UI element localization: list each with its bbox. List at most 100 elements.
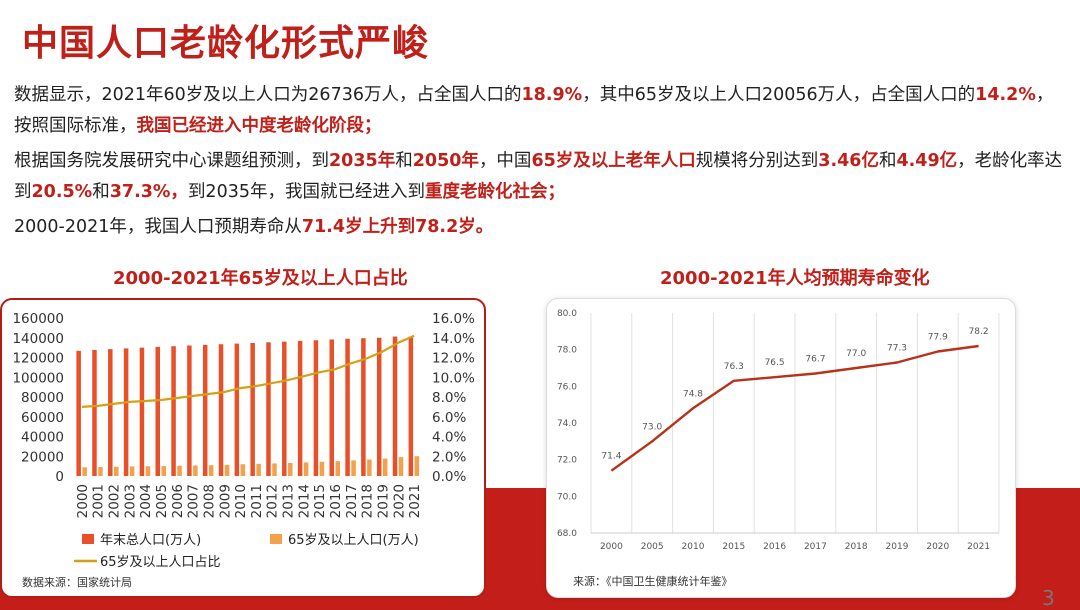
bar-65-plus-population (193, 465, 198, 476)
x-tick-label: 2000 (75, 484, 91, 518)
legend-label-ratio: 65岁及以上人口占比 (100, 555, 221, 570)
y-tick-label: 100000 (12, 370, 64, 386)
data-label: 77.3 (887, 344, 907, 354)
bar-65-plus-population (256, 463, 261, 476)
paragraph-projection: 根据国务院发展研究中心课题组预测，到2035年和2050年，中国65岁及以上老年… (14, 146, 1064, 208)
body-text: ，按照国际标准， (14, 85, 1054, 136)
x-tick-label: 2019 (886, 542, 909, 552)
x-tick-label: 2010 (682, 542, 705, 552)
body-text: 规模将分别达到 (695, 151, 819, 171)
bar-65-plus-population (240, 464, 246, 476)
y-tick-label: 80.0 (557, 309, 577, 319)
body-text: 和 (395, 151, 413, 171)
bar-total-population (282, 341, 287, 476)
left-chart-heading: 2000-2021年65岁及以上人口占比 (113, 268, 408, 289)
body-text: 到2035年，我国就已经进入到 (187, 182, 425, 202)
highlighted-text: 我国已经进入中度老龄化阶段； (136, 116, 382, 136)
data-label: 76.7 (805, 355, 825, 365)
body-text: 和 (92, 182, 110, 202)
x-tick-label: 2020 (391, 484, 407, 518)
body-text: ，其中65岁及以上人口20056万人，占全国人口的 (582, 85, 976, 105)
bar-65-plus-population (129, 466, 135, 476)
bar-total-population (408, 336, 414, 476)
x-tick-label: 2020 (926, 542, 949, 552)
y-tick-label: 40000 (21, 430, 64, 446)
x-tick-label: 2017 (344, 484, 360, 518)
bar-65-plus-population (382, 458, 388, 476)
x-tick-label: 2005 (641, 542, 664, 552)
x-tick-label: 2017 (804, 542, 827, 552)
bar-65-plus-population (367, 459, 372, 476)
wechat-icon: ◉ (780, 558, 798, 582)
x-tick-label: 2005 (154, 484, 170, 518)
bar-total-population (376, 337, 382, 476)
bar-65-plus-population (114, 466, 119, 476)
highlighted-text: 14.2% (975, 85, 1036, 105)
right-chart-source: 来源：《中国卫生健康统计年鉴》 (573, 575, 733, 588)
x-tick-label: 2009 (217, 484, 233, 518)
bar-65-plus-population (98, 467, 103, 476)
x-tick-label: 2019 (375, 484, 391, 518)
y-tick-label: 72.0 (557, 456, 577, 466)
highlighted-text: 2035年 (329, 151, 396, 171)
x-tick-label: 2000 (600, 542, 623, 552)
highlighted-text: 4.49亿 (896, 151, 958, 171)
x-tick-label: 2014 (296, 484, 312, 518)
y-tick-label: 80000 (21, 390, 64, 406)
x-tick-label: 2006 (170, 484, 186, 518)
bar-65-plus-population (145, 466, 151, 476)
y2-tick-label: 12.0% (432, 351, 475, 367)
bar-total-population (250, 342, 255, 476)
y-tick-label: 120000 (12, 351, 64, 367)
page-number: 3 (1042, 586, 1055, 610)
x-tick-label: 2013 (281, 484, 297, 518)
y2-tick-label: 4.0% (432, 430, 466, 446)
data-label: 76.3 (724, 362, 744, 372)
body-text: 和 (878, 151, 897, 171)
x-tick-label: 2010 (233, 484, 249, 518)
body-text: 根据国务院发展研究中心课题组预测，到 (14, 151, 329, 171)
bar-65-plus-population (161, 466, 166, 476)
y2-tick-label: 2.0% (432, 449, 466, 465)
bar-total-population (171, 346, 176, 476)
x-tick-label: 2002 (107, 484, 123, 518)
legend-swatch-65 (270, 534, 282, 544)
bar-total-population (313, 340, 319, 476)
y2-tick-label: 10.0% (432, 370, 475, 386)
highlighted-text: 71.4岁上升到78.2岁。 (301, 217, 494, 237)
highlighted-text: 2050年 (412, 151, 479, 171)
x-tick-label: 2021 (407, 484, 423, 518)
bar-total-population (92, 349, 97, 476)
data-label: 73.0 (642, 422, 662, 432)
highlighted-text: 37.3%， (109, 182, 188, 202)
right-chart-svg: 68.0 70.0 72.0 74.0 76.0 78.0 80.0 71.4 2000 73.0… (557, 309, 1000, 552)
left-chart-card: 0 20000 40000 60000 80000 100000 120000 140000 1… (0, 298, 486, 598)
y-tick-label: 68.0 (557, 529, 577, 539)
y-tick-label: 78.0 (557, 346, 577, 356)
x-tick-label: 2018 (360, 484, 376, 518)
body-text: ，中国 (478, 151, 532, 171)
x-tick-label: 2016 (328, 484, 344, 518)
x-tick-label: 2007 (186, 484, 202, 518)
body-text: ，老龄化率达到 (14, 151, 1063, 202)
y-tick-label: 76.0 (557, 382, 577, 392)
bar-total-population (139, 347, 145, 476)
right-chart-card: 68.0 70.0 72.0 74.0 76.0 78.0 80.0 71.4 2000 73.0… (546, 298, 1016, 598)
bar-65-plus-population (208, 465, 214, 476)
bar-65-plus-population (351, 460, 356, 476)
x-tick-label: 2012 (265, 484, 281, 518)
bar-65-plus-population (82, 467, 87, 476)
bar-total-population (345, 338, 350, 476)
bar-total-population (202, 344, 208, 476)
body-text: 数据显示，2021年60岁及以上人口为26736万人，占全国人口的 (14, 85, 522, 105)
y-tick-label: 140000 (12, 331, 64, 347)
right-chart-heading: 2000-2021年人均预期寿命变化 (660, 268, 930, 289)
y2-tick-label: 16.0% (432, 311, 475, 327)
line-65-plus-ratio (81, 334, 415, 408)
left-chart-source: 数据来源：国家统计局 (22, 576, 132, 589)
x-tick-label: 2003 (122, 484, 138, 518)
line-life-expectancy (610, 344, 979, 472)
bar-65-plus-population (224, 464, 230, 476)
y2-tick-label: 6.0% (432, 410, 466, 426)
bar-65-plus-population (288, 463, 293, 476)
